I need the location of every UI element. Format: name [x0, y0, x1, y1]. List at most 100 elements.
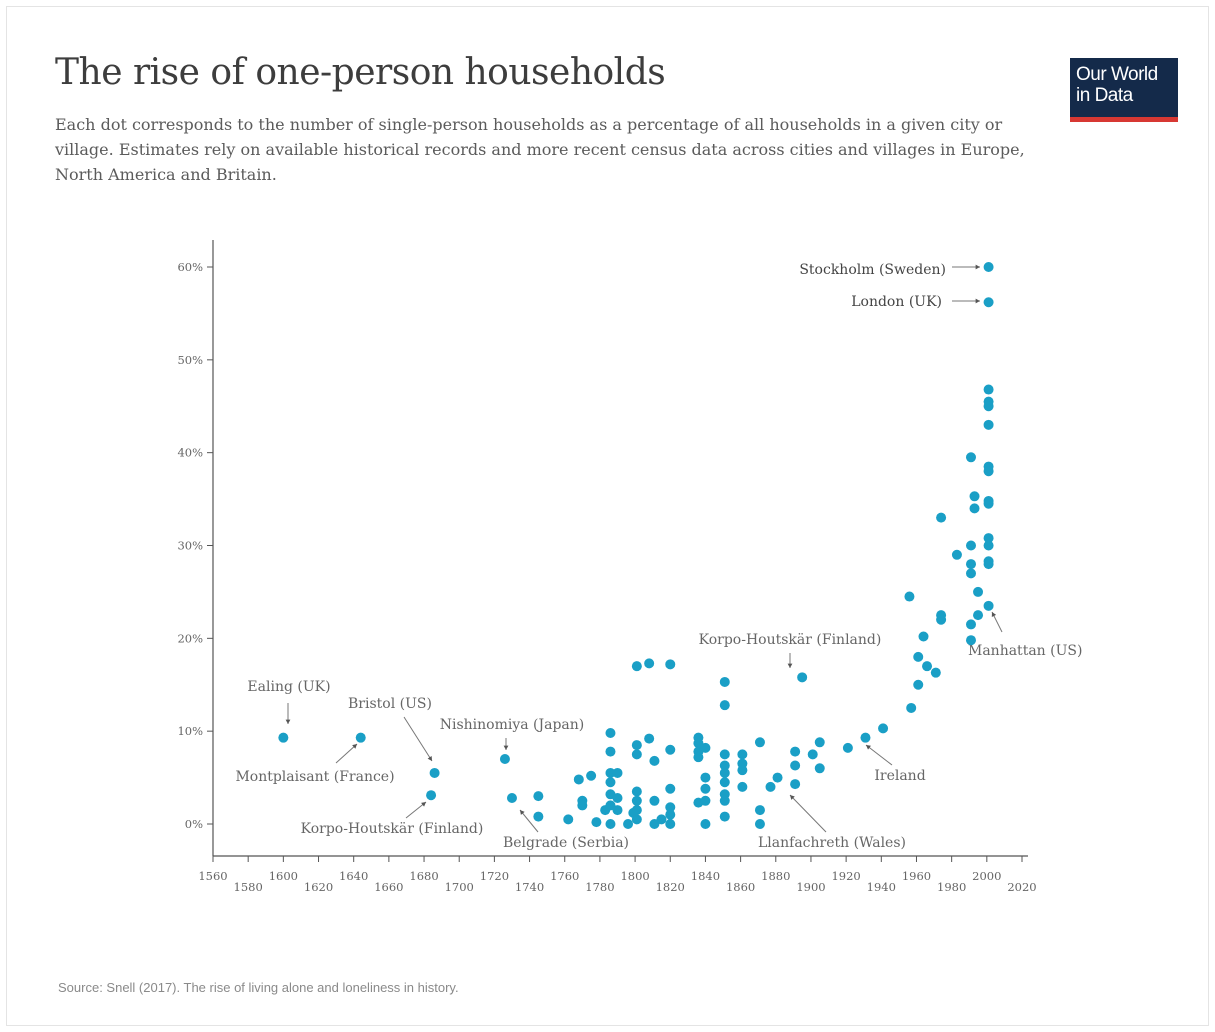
data-point	[951, 549, 962, 560]
chart-subtitle: Each dot corresponds to the number of si…	[55, 115, 1025, 184]
data-point	[631, 814, 642, 825]
annotation-arrowhead	[427, 756, 432, 761]
annotation-label: Bristol (US)	[348, 696, 432, 712]
logo-line-2: in Data	[1076, 85, 1133, 106]
data-point	[797, 672, 808, 683]
data-point	[612, 805, 623, 816]
data-point	[913, 679, 924, 690]
data-point	[665, 783, 676, 794]
data-point	[665, 659, 676, 670]
data-point	[965, 540, 976, 551]
data-point	[965, 635, 976, 646]
data-point	[719, 760, 730, 771]
x-tick-label: 1960	[902, 869, 931, 883]
annotation-label: Ireland	[874, 768, 925, 784]
data-point	[860, 732, 871, 743]
data-point	[605, 746, 616, 757]
annotation-arrowhead	[975, 298, 980, 304]
data-point	[644, 733, 655, 744]
data-point	[586, 770, 597, 781]
data-point	[665, 744, 676, 755]
data-point	[631, 749, 642, 760]
data-point	[965, 452, 976, 463]
data-point	[969, 491, 980, 502]
data-point	[965, 568, 976, 579]
annotation-line	[519, 809, 539, 833]
data-point	[700, 795, 711, 806]
data-point	[700, 819, 711, 829]
data-point	[631, 786, 642, 797]
data-point	[506, 793, 517, 804]
y-tick-label: 10%	[177, 724, 203, 738]
annotation-arrowhead	[503, 745, 509, 750]
x-tick-label: 1840	[691, 869, 720, 883]
owid-logo[interactable]: Our World in Data	[1070, 58, 1178, 122]
data-point	[426, 790, 437, 801]
data-point	[649, 819, 660, 829]
annotation-label: Manhattan (US)	[968, 643, 1082, 659]
data-point	[922, 661, 933, 672]
chart-title: The rise of one-person households	[55, 52, 666, 93]
data-point	[737, 749, 748, 760]
data-point	[693, 738, 704, 749]
annotations: Stockholm (Sweden) London (UK) Manhattan (…	[235, 262, 1082, 851]
data-point	[631, 661, 642, 672]
x-tick-label: 1900	[796, 880, 825, 894]
data-point	[754, 805, 765, 816]
data-point	[983, 600, 994, 611]
data-point	[983, 533, 994, 544]
data-point	[563, 814, 574, 825]
x-tick-label: 1600	[269, 869, 298, 883]
data-point	[612, 793, 623, 804]
data-point	[737, 765, 748, 776]
annotation-label: Ealing (UK)	[247, 679, 330, 695]
data-point	[605, 800, 616, 811]
data-point	[499, 754, 510, 765]
annotation-arrowhead	[285, 719, 291, 724]
data-point	[983, 262, 994, 272]
x-tick-label: 1880	[761, 869, 790, 883]
data-point	[700, 783, 711, 794]
data-point	[965, 559, 976, 570]
data-point	[973, 610, 984, 621]
x-tick-label: 1580	[234, 880, 263, 894]
data-point	[754, 819, 765, 829]
x-tick-label: 2020	[1007, 880, 1036, 894]
data-point	[605, 777, 616, 788]
data-point	[790, 746, 801, 757]
data-point	[814, 737, 825, 748]
ticks: 0% 10% 20% 30% 40% 50% 60% 1560 1580 1600 1620 1640…	[177, 260, 1036, 894]
data-point	[665, 819, 676, 829]
data-point	[814, 763, 825, 774]
data-point	[644, 658, 655, 669]
x-tick-label: 1640	[339, 869, 368, 883]
data-point	[719, 676, 730, 687]
x-tick-label: 1760	[550, 869, 579, 883]
data-point	[700, 742, 711, 753]
data-point	[719, 700, 730, 711]
x-tick-label: 1980	[937, 880, 966, 894]
x-tick-label: 1560	[198, 869, 227, 883]
data-point	[656, 814, 667, 825]
annotation-line	[335, 743, 358, 764]
annotation-arrowhead	[975, 264, 980, 270]
data-point	[983, 466, 994, 477]
data-point	[878, 723, 889, 734]
data-point	[355, 732, 366, 743]
data-point	[936, 614, 947, 625]
annotation-label: Belgrade (Serbia)	[503, 835, 629, 851]
data-point	[790, 760, 801, 771]
logo-accent-bar	[1070, 117, 1178, 122]
annotation-line	[789, 794, 827, 833]
annotation-label: London (UK)	[851, 294, 942, 310]
data-point	[533, 811, 544, 822]
annotation-label: Nishinomiya (Japan)	[440, 717, 585, 733]
data-point	[719, 767, 730, 778]
data-point	[765, 781, 776, 792]
y-tick-label: 60%	[177, 260, 203, 274]
annotation-label: Korpo-Houtskär (Finland)	[699, 632, 882, 648]
annotation-arrowhead	[352, 744, 357, 749]
annotation-label: Korpo-Houtskär (Finland)	[301, 821, 484, 837]
data-point	[605, 819, 616, 829]
data-point	[577, 800, 588, 811]
